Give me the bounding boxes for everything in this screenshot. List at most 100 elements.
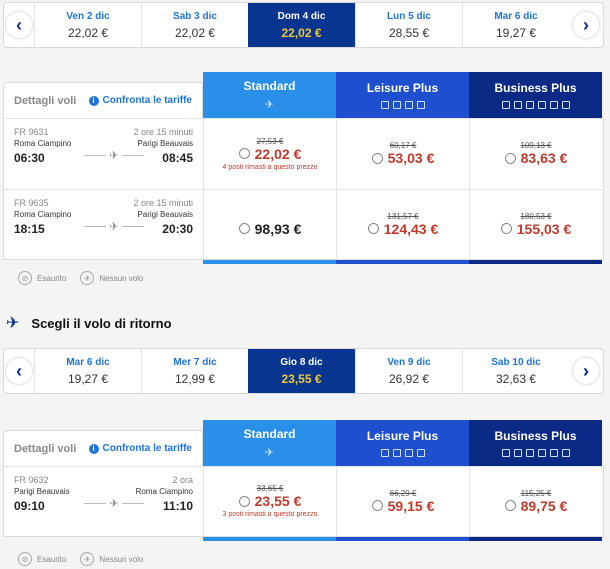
date-option[interactable]: Sab 10 dic 32,63 € — [462, 349, 569, 393]
date-option[interactable]: Lun 5 dic 28,55 € — [355, 3, 462, 47]
flight-duration: 2 ore 15 minuti — [133, 127, 193, 137]
price-standard[interactable]: 27,53 € 22,02 € 4 posti rimasti a questo… — [203, 119, 336, 189]
radio-button[interactable] — [238, 495, 250, 507]
fare-color-bars — [3, 537, 604, 541]
chevron-left-icon: ‹ — [6, 358, 32, 384]
inbound-date-bar: ‹ Mar 6 dic 19,27 € Mer 7 dic 12,99 € Gio … — [3, 348, 604, 394]
date-option-selected[interactable]: Gio 8 dic 23,55 € — [248, 349, 355, 393]
old-price: 180,53 € — [520, 211, 552, 221]
fare-header: Dettagli voli i Confronta le tariffe Stan… — [3, 420, 604, 466]
price-leisure[interactable]: 60,17 € 53,03 € — [336, 119, 469, 189]
fare-standard-title: Standard — [243, 427, 296, 441]
radio-button[interactable] — [367, 223, 379, 234]
outbound-flight-table: Dettagli voli i Confronta le tariffe Stan… — [3, 72, 604, 264]
fare-business-icons — [501, 449, 570, 457]
arrival-time: 08:45 — [162, 151, 193, 165]
seat-icon — [380, 449, 389, 457]
date-option-selected[interactable]: Dom 4 dic 22,02 € — [248, 3, 355, 47]
date-option[interactable]: Sab 3 dic 22,02 € — [141, 3, 248, 47]
date-option[interactable]: Ven 2 dic 22,02 € — [34, 3, 141, 47]
fare-leisure-header: Leisure Plus — [336, 72, 469, 118]
date-label: Dom 4 dic — [277, 10, 326, 22]
clock-icon — [537, 101, 546, 109]
price-leisure[interactable]: 66,29 € 59,15 € — [336, 467, 469, 536]
departure-time: 09:10 — [14, 499, 45, 513]
radio-button[interactable] — [371, 152, 383, 164]
price-leisure[interactable]: 131,57 € 124,43 € — [336, 190, 469, 259]
radio-button[interactable] — [500, 223, 512, 234]
flight-info: FR 9632 2 ora Parigi Beauvais Roma Ciampin… — [4, 467, 203, 536]
seat-icon — [380, 101, 389, 109]
ticket-icon — [501, 101, 510, 109]
seats-left-note: 4 posti rimasti a questo prezzo — [222, 163, 318, 171]
compare-fares-link[interactable]: i Confronta le tariffe — [88, 95, 192, 106]
fare-standard-title: Standard — [243, 79, 296, 93]
date-price: 19,27 € — [67, 371, 109, 386]
compare-fares-label: Confronta le tariffe — [102, 95, 192, 106]
radio-button[interactable] — [504, 500, 516, 511]
fare-business-title: Business Plus — [494, 81, 577, 95]
price-standard[interactable]: 33,65 € 23,55 € 3 posti rimasti a questo… — [203, 467, 336, 536]
info-icon: i — [88, 443, 99, 454]
fare-business-header: Business Plus — [469, 420, 602, 466]
date-label: Mar 6 dic — [66, 356, 110, 368]
luggage-icon — [404, 449, 413, 457]
availability-legend: ⊘ Esaurito ✈ Nessun volo — [18, 552, 143, 566]
old-price: 60,17 € — [389, 141, 417, 150]
plane-icon: ✈ — [264, 447, 275, 459]
old-price: 33,65 € — [256, 484, 284, 493]
fare-price: 53,03 € — [387, 150, 435, 166]
route-line: ✈ — [84, 497, 144, 510]
radio-button[interactable] — [238, 223, 250, 234]
date-price: 22,02 € — [67, 25, 109, 40]
fare-price: 89,75 € — [520, 497, 568, 514]
next-dates-button[interactable]: › — [569, 349, 603, 393]
legend-sold-out: Esaurito — [37, 554, 67, 564]
bag-icon — [392, 101, 401, 109]
arrival-time: 11:10 — [162, 499, 193, 513]
departure-time: 06:30 — [14, 151, 45, 165]
date-option[interactable]: Ven 9 dic 26,92 € — [355, 349, 462, 393]
date-option[interactable]: Mar 6 dic 19,27 € — [462, 3, 569, 47]
compare-fares-link[interactable]: i Confronta le tariffe — [88, 443, 192, 454]
bag-icon — [513, 101, 522, 109]
date-price: 22,02 € — [174, 25, 216, 40]
checkin-icon — [416, 101, 425, 109]
next-dates-button[interactable]: › — [569, 3, 603, 47]
date-price: 32,63 € — [495, 371, 537, 386]
flight-info: FR 9635 2 ore 15 minuti Roma Ciampino Pari… — [4, 190, 203, 259]
old-price: 131,57 € — [387, 211, 419, 221]
fare-price: 23,55 € — [254, 493, 302, 509]
price-business[interactable]: 115,25 € 89,75 € — [469, 467, 602, 536]
seat-icon — [549, 101, 558, 109]
info-icon: i — [88, 95, 99, 106]
return-title-text: Scegli il volo di ritorno — [31, 315, 172, 331]
fare-price: 22,02 € — [254, 145, 302, 162]
fare-color-bars — [3, 260, 604, 264]
date-label: Ven 2 dic — [66, 10, 110, 22]
date-option[interactable]: Mer 7 dic 12,99 € — [141, 349, 248, 393]
fare-business-header: Business Plus — [469, 72, 602, 118]
price-business[interactable]: 180,53 € 155,03 € — [469, 190, 602, 259]
prev-dates-button[interactable]: ‹ — [4, 3, 34, 47]
fare-price: 155,03 € — [516, 220, 572, 237]
fare-price: 124,43 € — [383, 220, 439, 237]
date-price: 26,92 € — [388, 371, 430, 386]
radio-button[interactable] — [371, 500, 383, 511]
legend-no-flight: Nessun volo — [99, 273, 144, 283]
date-price: 28,55 € — [388, 25, 430, 40]
date-price: 12,99 € — [174, 371, 216, 386]
chevron-right-icon: › — [573, 358, 599, 384]
luggage-icon — [525, 101, 534, 109]
ticket-icon — [501, 449, 510, 457]
price-standard[interactable]: 98,93 € — [203, 190, 336, 259]
sold-out-icon: ⊘ — [18, 552, 32, 566]
radio-button[interactable] — [504, 152, 516, 164]
price-business[interactable]: 109,13 € 83,63 € — [469, 119, 602, 189]
prev-dates-button[interactable]: ‹ — [4, 349, 34, 393]
date-label: Sab 10 dic — [491, 356, 541, 368]
arrival-city: Roma Ciampino — [135, 487, 193, 496]
radio-button[interactable] — [238, 148, 250, 159]
date-option[interactable]: Mar 6 dic 19,27 € — [34, 349, 141, 393]
old-price: 109,13 € — [520, 141, 552, 150]
